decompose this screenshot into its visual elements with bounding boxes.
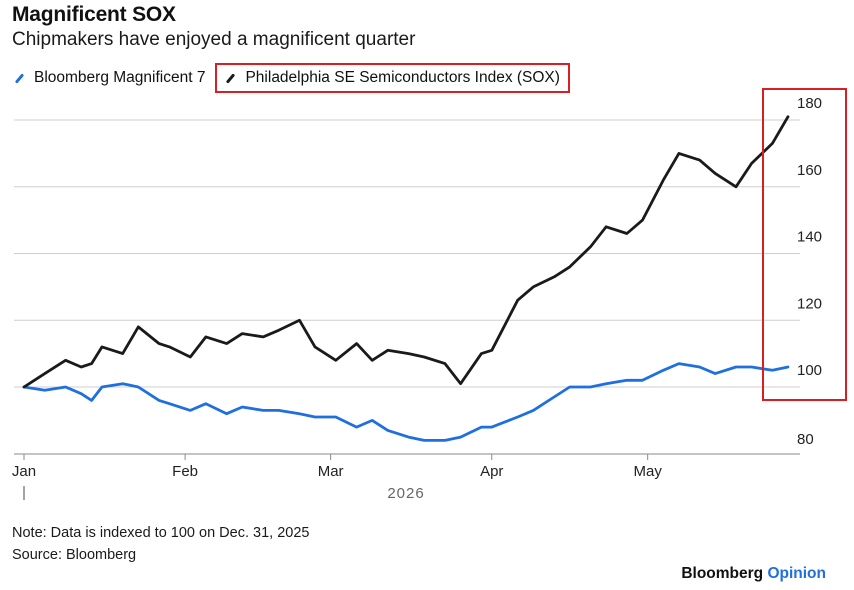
- brand-name: Bloomberg: [681, 565, 764, 582]
- y-tick-label-180: 180: [797, 95, 822, 112]
- y-axis-highlight-box: [762, 88, 847, 401]
- chart-title: Magnificent SOX: [12, 3, 176, 26]
- legend-label-mag7: Bloomberg Magnificent 7: [34, 69, 206, 86]
- chart-note: Note: Data is indexed to 100 on Dec. 31,…: [12, 525, 310, 541]
- series-line-mag7: [22, 362, 790, 442]
- y-tick-label-120: 120: [797, 295, 822, 312]
- x-tick-label-mar: Mar: [318, 463, 344, 480]
- x-tick-label-feb: Feb: [172, 463, 198, 480]
- chart-notes: Note: Data is indexed to 100 on Dec. 31,…: [12, 522, 309, 566]
- chart-source: Source: Bloomberg: [12, 547, 137, 563]
- series-line-sox: [22, 115, 790, 389]
- x-tick-label-apr: Apr: [480, 463, 503, 480]
- x-axis-year-label: 2026: [387, 485, 424, 502]
- brand-logo: Bloomberg Opinion: [681, 565, 826, 583]
- y-tick-label-80: 80: [797, 431, 814, 448]
- legend: Bloomberg Magnificent 7 Philadelphia SE …: [12, 63, 570, 93]
- y-tick-label-140: 140: [797, 229, 822, 246]
- brand-suffix: Opinion: [767, 565, 826, 582]
- y-tick-label-160: 160: [797, 162, 822, 179]
- chart-subtitle: Chipmakers have enjoyed a magnificent qu…: [12, 29, 416, 50]
- line-chart: 80 100 120 140 160 180 Jan Feb Mar Apr May 2026: [12, 95, 822, 502]
- x-tick-label-may: May: [634, 463, 663, 480]
- x-tick-label-jan: Jan: [12, 463, 36, 480]
- y-tick-label-100: 100: [797, 362, 822, 379]
- legend-label-sox: Philadelphia SE Semiconductors Index (SO…: [245, 69, 560, 86]
- legend-item-sox: Philadelphia SE Semiconductors Index (SO…: [215, 63, 570, 93]
- legend-item-mag7: Bloomberg Magnificent 7: [12, 64, 205, 92]
